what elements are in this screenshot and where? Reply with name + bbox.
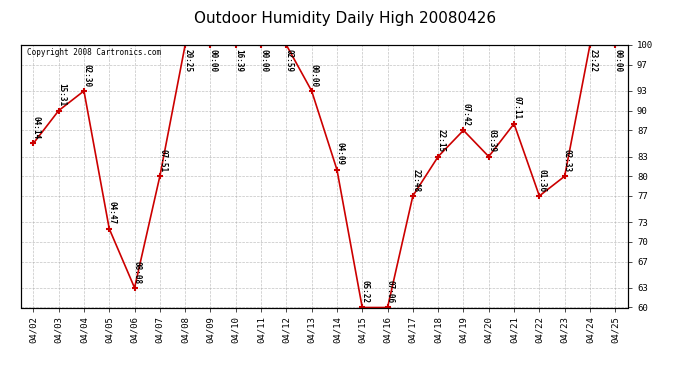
- Text: 07:42: 07:42: [462, 103, 471, 126]
- Text: 15:31: 15:31: [57, 83, 66, 106]
- Text: 02:30: 02:30: [82, 64, 91, 87]
- Text: 07:06: 07:06: [386, 280, 395, 303]
- Text: 02:59: 02:59: [285, 49, 294, 72]
- Text: 23:22: 23:22: [589, 49, 598, 72]
- Text: 01:36: 01:36: [538, 169, 546, 192]
- Text: Copyright 2008 Cartronics.com: Copyright 2008 Cartronics.com: [27, 48, 161, 57]
- Text: 08:08: 08:08: [133, 261, 142, 284]
- Text: 07:51: 07:51: [158, 149, 167, 172]
- Text: Outdoor Humidity Daily High 20080426: Outdoor Humidity Daily High 20080426: [194, 11, 496, 26]
- Text: 00:00: 00:00: [613, 49, 622, 72]
- Text: 22:15: 22:15: [437, 129, 446, 152]
- Text: 22:48: 22:48: [411, 169, 420, 192]
- Text: 07:11: 07:11: [513, 96, 522, 120]
- Text: 04:09: 04:09: [335, 142, 344, 165]
- Text: 00:00: 00:00: [310, 64, 319, 87]
- Text: 16:39: 16:39: [234, 49, 243, 72]
- Text: 00:00: 00:00: [259, 49, 268, 72]
- Text: 05:22: 05:22: [361, 280, 370, 303]
- Text: 20:25: 20:25: [184, 49, 193, 72]
- Text: 03:39: 03:39: [487, 129, 496, 152]
- Text: 04:47: 04:47: [108, 201, 117, 225]
- Text: 02:33: 02:33: [563, 149, 572, 172]
- Text: 04:14: 04:14: [32, 116, 41, 139]
- Text: 00:00: 00:00: [209, 49, 218, 72]
